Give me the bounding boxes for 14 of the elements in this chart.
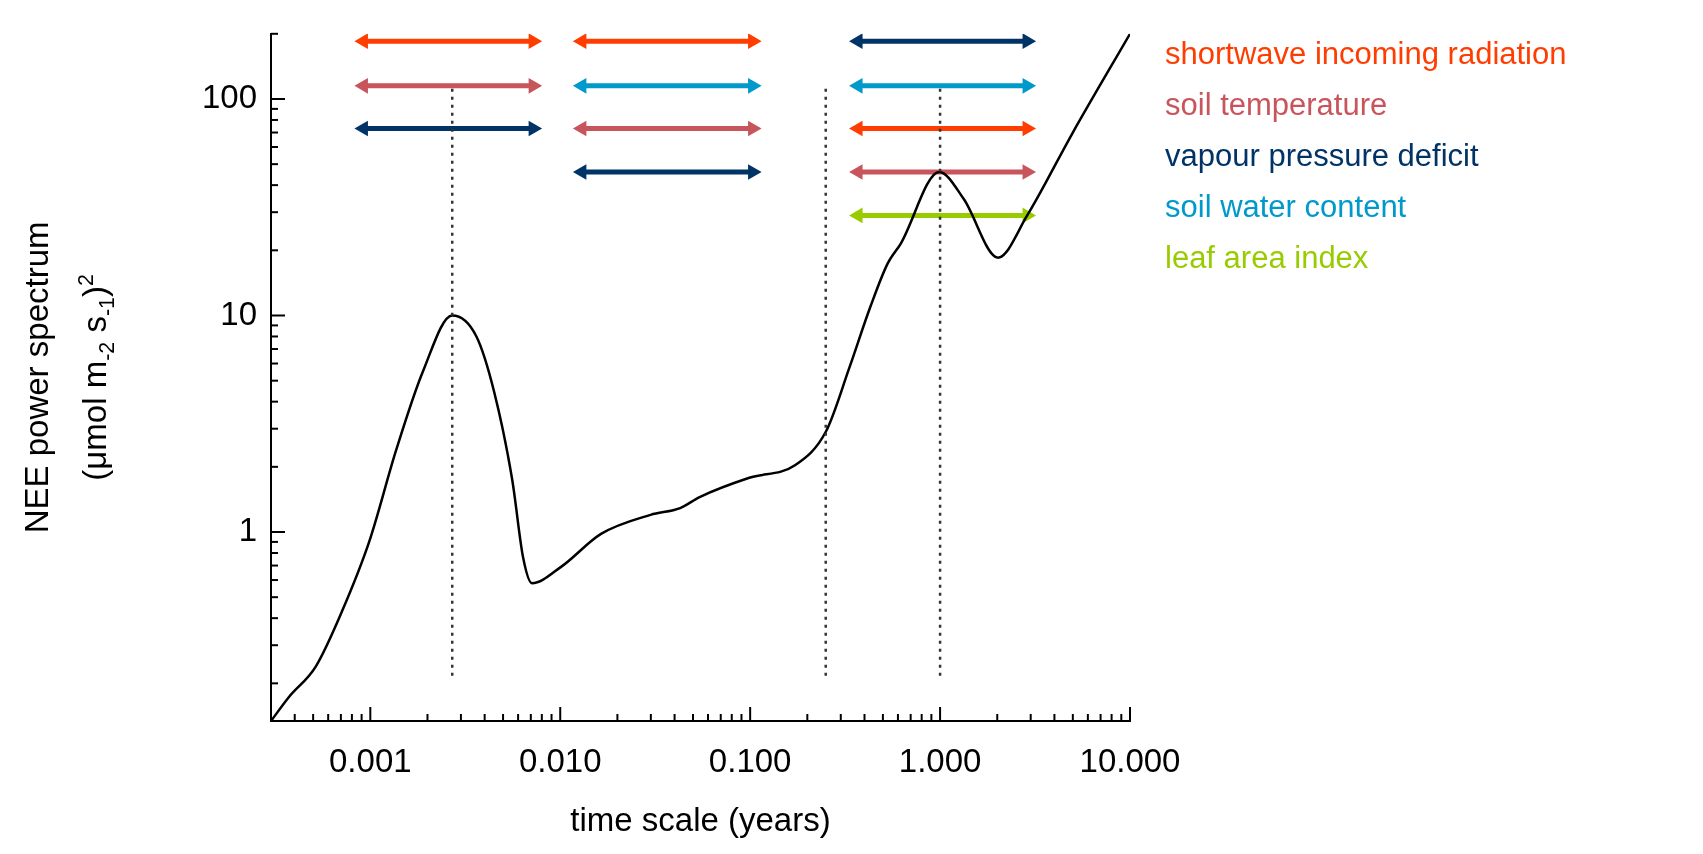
x-axis-title: time scale (years)	[570, 801, 831, 839]
text: soil water content	[1165, 189, 1407, 225]
y-tick-label: 100	[201, 78, 257, 116]
text: leaf area index	[1165, 240, 1369, 276]
x-tick-label: 0.001	[329, 741, 412, 779]
x-tick-label: 1.000	[898, 741, 982, 779]
text: soil temperature	[1165, 87, 1388, 123]
y-tick-label: 10	[220, 294, 257, 332]
x-tick-label: 0.100	[708, 741, 792, 779]
x-tick-label: 10.000	[1079, 741, 1181, 779]
text: vapour pressure deficit	[1165, 138, 1479, 174]
x-tick-label: 0.010	[518, 741, 602, 779]
text: shortwave incoming radiation	[1165, 36, 1567, 72]
y-tick-label: 1	[238, 511, 257, 549]
